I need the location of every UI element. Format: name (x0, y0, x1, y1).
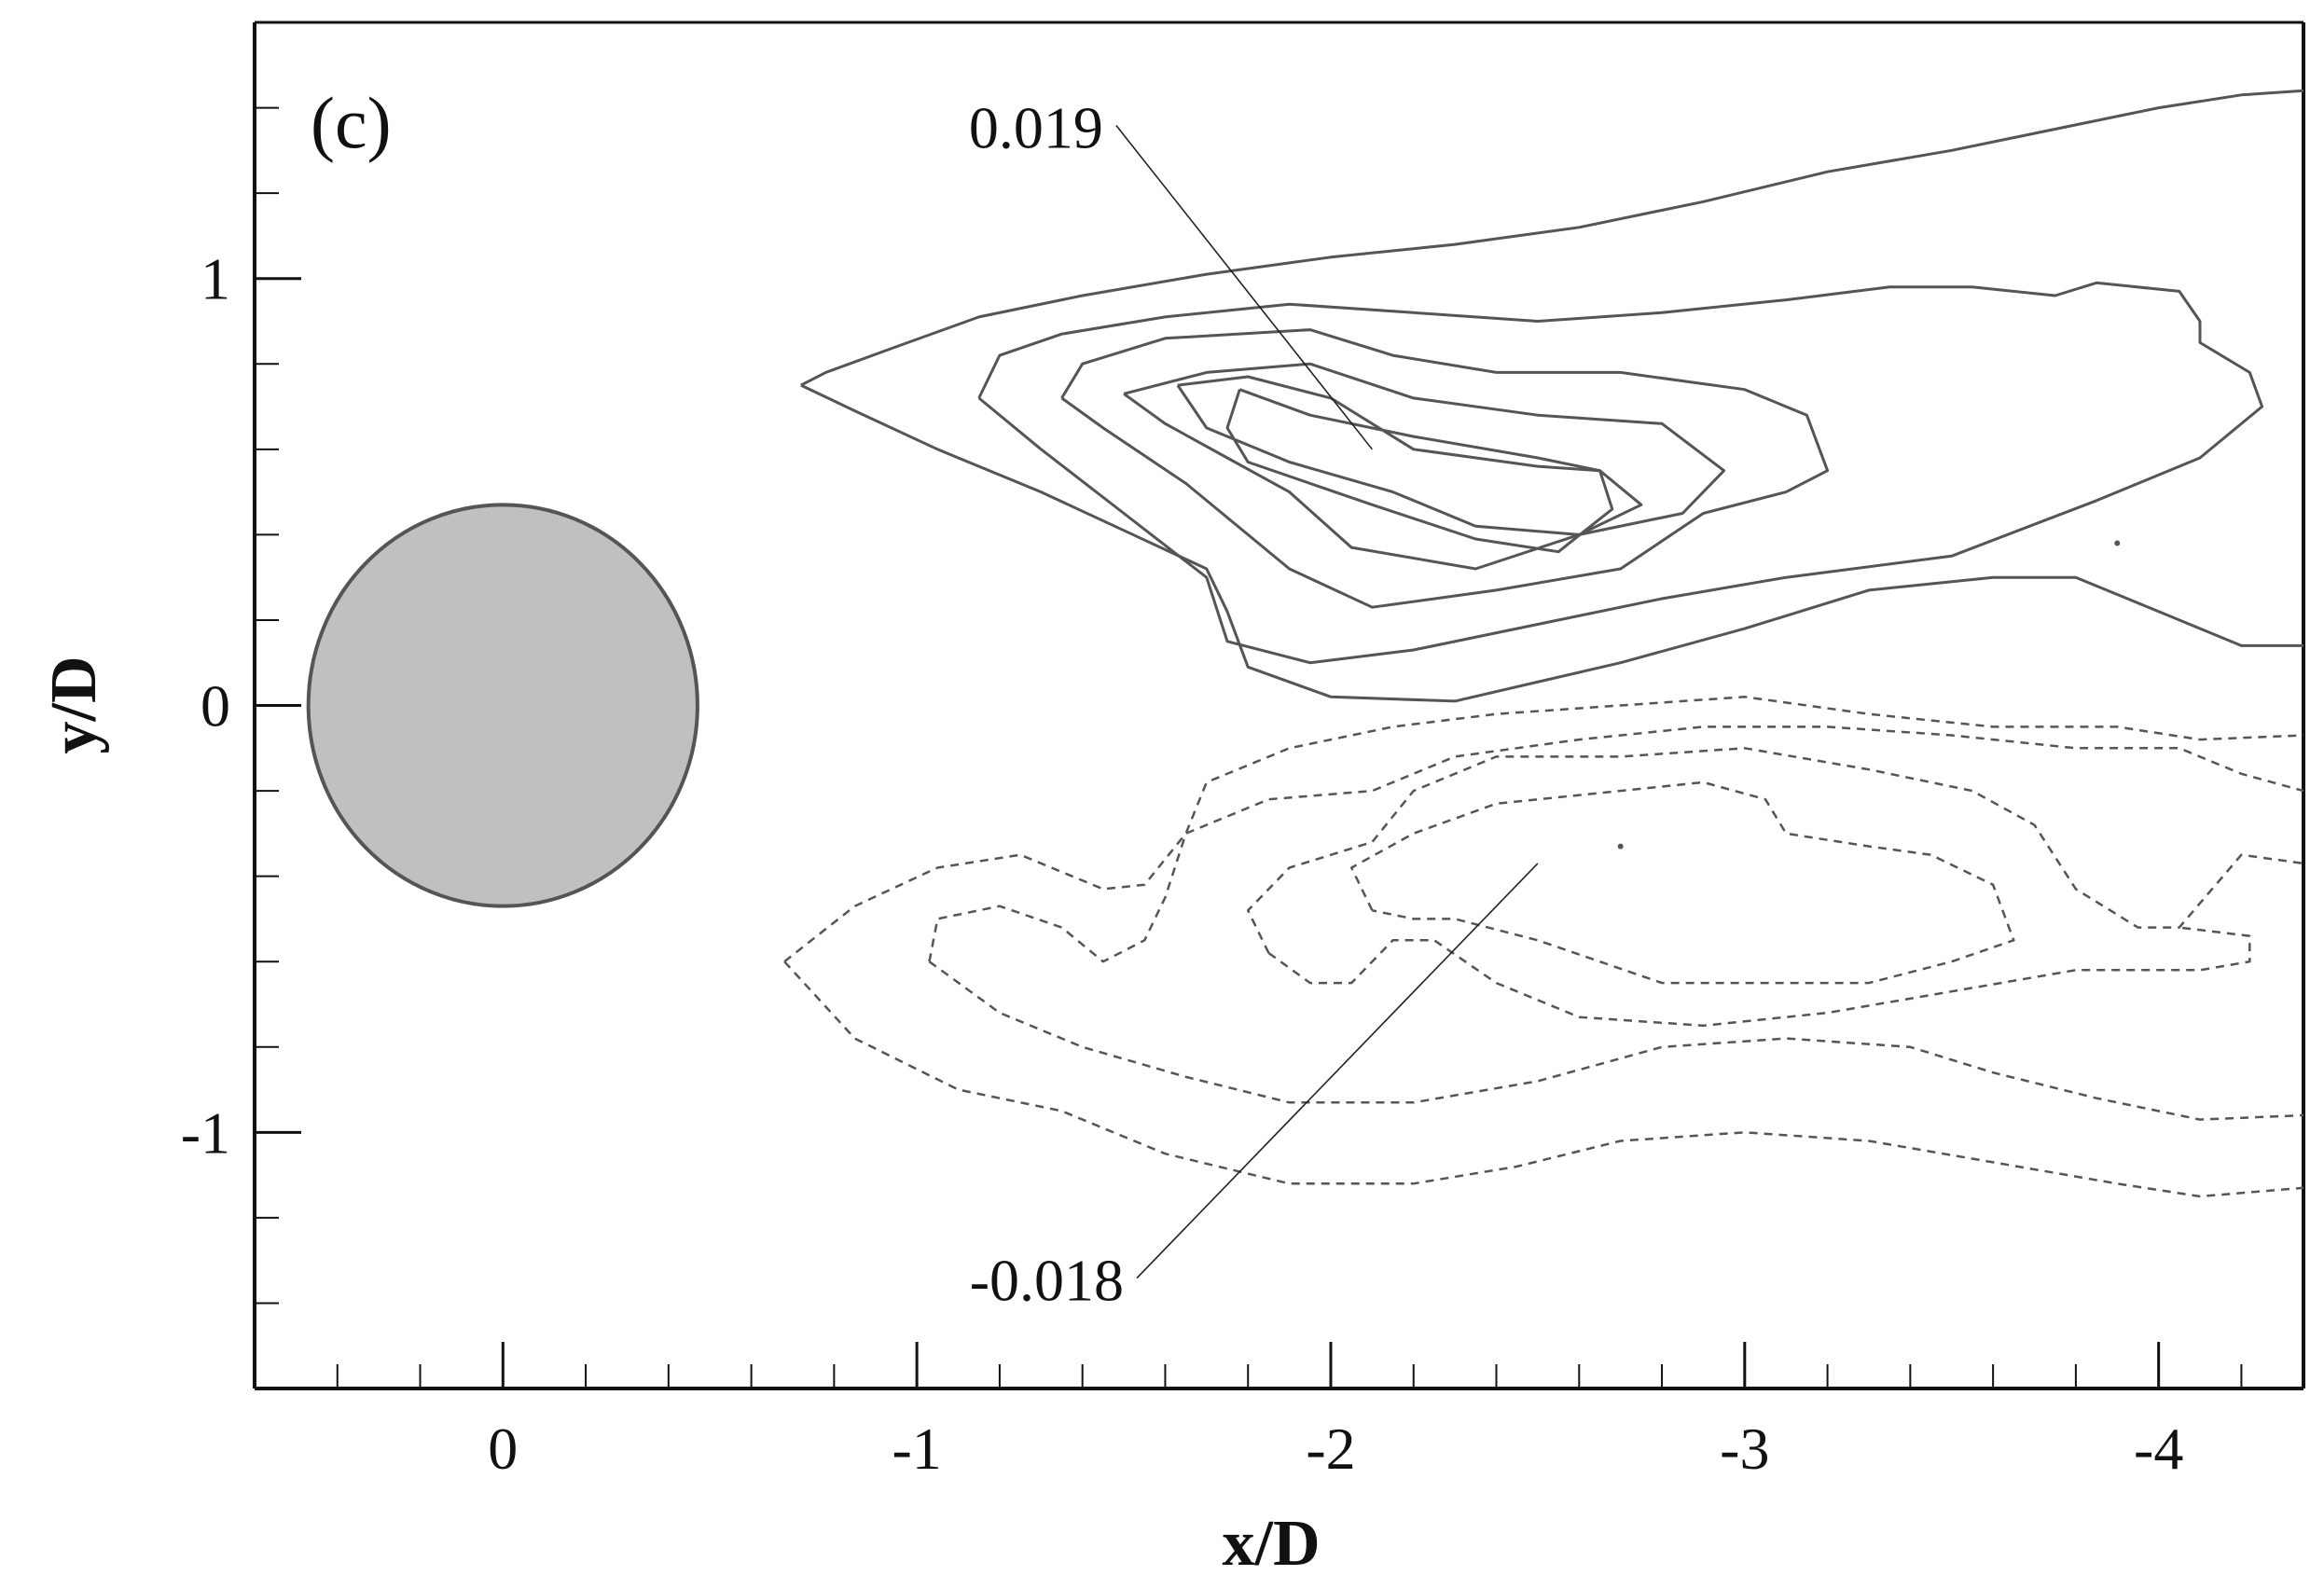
positive-contour-line (1225, 388, 1614, 554)
cylinder-layer (306, 503, 699, 908)
negative-contours (783, 540, 2304, 1198)
x-ticks: 0 -1 -2 -3 -4 (254, 1342, 2243, 1482)
x-tick-label: -3 (1720, 1416, 1769, 1482)
cylinder (306, 503, 699, 908)
negative-contour-line (1267, 926, 2251, 1028)
positive-contour-line (1176, 375, 1643, 536)
x-tick-label: -2 (1306, 1416, 1355, 1482)
contour-speck (2114, 540, 2121, 546)
negative-contour-line (928, 725, 2304, 963)
x-tick-label: 0 (488, 1416, 518, 1482)
annotation-label: -0.018 (970, 1248, 1124, 1314)
y-axis-title: y/D (38, 656, 110, 754)
positive-contour-line (800, 383, 2303, 703)
x-axis-title: x/D (1223, 1508, 1321, 1575)
x-tick-label: -4 (2134, 1416, 2183, 1482)
annotation-leader-line (1115, 124, 1373, 450)
negative-contour-line (1246, 747, 2304, 954)
contour-speck (1617, 843, 1624, 850)
positive-contour-line (977, 281, 2264, 665)
y-ticks: -1 0 1 (181, 21, 301, 1389)
x-tick-label: -1 (892, 1416, 941, 1482)
annotation-label: 0.019 (969, 94, 1103, 160)
y-tick-label: -1 (181, 1099, 230, 1166)
y-tick-label: 1 (201, 246, 230, 312)
annotation-leader-line (1136, 863, 1539, 1279)
positive-contour-line (800, 89, 2304, 387)
negative-contour-line (928, 960, 2304, 1121)
positive-contour-line (1123, 362, 1726, 571)
panel-label: (c) (311, 82, 392, 163)
y-tick-label: 0 (201, 673, 230, 739)
positive-contours (800, 89, 2304, 703)
annotations: 0.019 -0.018 (969, 94, 1539, 1314)
negative-contour-line (783, 696, 2304, 963)
negative-contour-line (783, 960, 2304, 1198)
negative-contour-line (1349, 781, 2015, 985)
positive-contour-line (1060, 328, 1830, 609)
